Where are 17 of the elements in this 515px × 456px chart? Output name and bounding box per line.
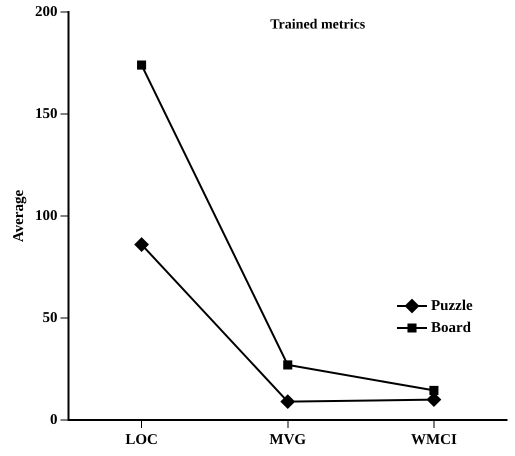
legend-label: Board <box>431 320 472 336</box>
chart-title: Trained metrics <box>270 18 366 33</box>
point <box>280 394 295 409</box>
legend-label: Puzzle <box>431 298 473 314</box>
y-tick-label: 0 <box>50 412 58 428</box>
x-tick-label: LOC <box>125 432 158 448</box>
point <box>134 238 149 252</box>
point <box>283 360 292 370</box>
y-axis-title: Average <box>10 190 27 242</box>
point <box>429 386 438 395</box>
y-tick-label: 100 <box>35 208 58 224</box>
y-tick-label: 50 <box>42 310 58 326</box>
x-tick-label: WMCI <box>411 432 457 448</box>
x-tick-label: MVG <box>269 432 306 448</box>
point <box>137 60 146 70</box>
y-tick-label: 200 <box>35 4 58 20</box>
y-tick-label: 150 <box>35 106 58 122</box>
